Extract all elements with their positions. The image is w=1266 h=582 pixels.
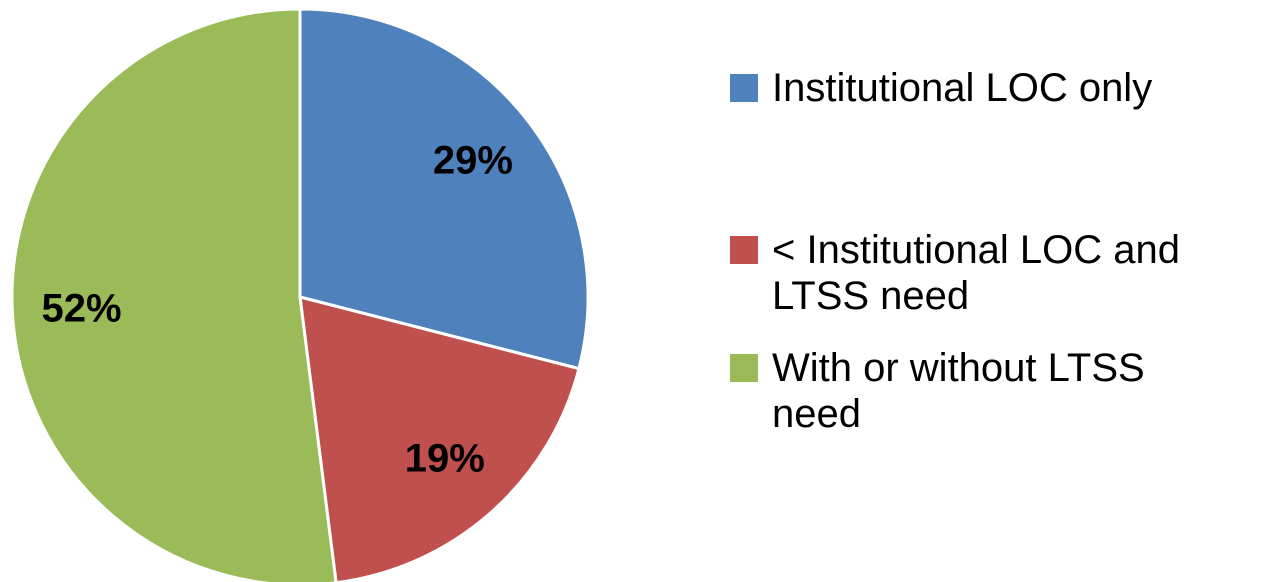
legend-swatch: [730, 354, 758, 382]
legend-label: < Institutional LOC and LTSS need: [772, 228, 1181, 318]
pie-slice: [298, 7, 590, 371]
legend-item: With or without LTSS need: [730, 345, 1260, 437]
legend-item: < Institutional LOC and LTSS need: [730, 227, 1260, 319]
legend-item: Institutional LOC only: [730, 65, 1260, 111]
legend-label: Institutional LOC only: [772, 66, 1153, 110]
pie-slice: [298, 294, 581, 582]
pie: 29% 19% 52%: [10, 7, 590, 582]
legend-swatch: [730, 74, 758, 102]
data-label: 29%: [433, 138, 513, 182]
legend-label: With or without LTSS need: [772, 346, 1145, 436]
pie-slice: [10, 7, 338, 582]
data-label: 19%: [405, 437, 485, 481]
data-label: 52%: [42, 286, 122, 330]
legend-swatch: [730, 236, 758, 264]
